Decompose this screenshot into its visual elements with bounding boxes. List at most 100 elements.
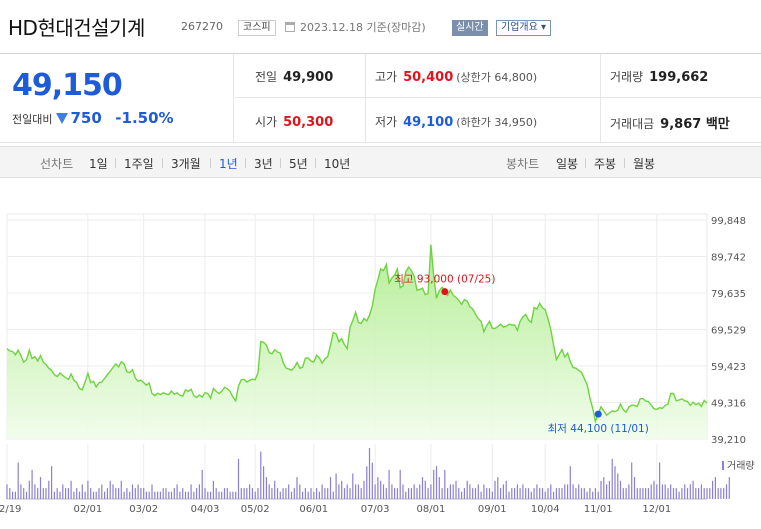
volume-bar bbox=[672, 488, 675, 499]
period-5y[interactable]: 5년 bbox=[289, 157, 308, 171]
volume-bar bbox=[285, 488, 287, 499]
volume-bar bbox=[405, 491, 407, 499]
min-marker bbox=[594, 410, 602, 418]
volume-bar bbox=[586, 491, 588, 499]
candle-daily[interactable]: 일봉 bbox=[556, 157, 579, 171]
volume-bar bbox=[614, 466, 616, 499]
volume-bar bbox=[402, 484, 404, 499]
volume-bar bbox=[483, 484, 485, 499]
period-1y[interactable]: 1년 bbox=[219, 157, 238, 171]
volume-bar bbox=[168, 491, 170, 499]
volume-bar bbox=[232, 491, 234, 499]
divider bbox=[162, 158, 163, 168]
period-3y[interactable]: 3년 bbox=[254, 157, 273, 171]
volume-bar bbox=[179, 491, 181, 499]
volume-bar bbox=[56, 488, 58, 499]
volume-bar bbox=[723, 488, 725, 499]
volume-bar bbox=[12, 491, 14, 499]
volume-bar bbox=[137, 484, 139, 499]
candle-monthly[interactable]: 월봉 bbox=[633, 157, 656, 171]
period-1d[interactable]: 1일 bbox=[89, 157, 108, 171]
volume-bar bbox=[210, 491, 212, 499]
volume-bar bbox=[31, 469, 33, 499]
candle-weekly[interactable]: 주봉 bbox=[594, 157, 617, 171]
volume-bar bbox=[589, 488, 591, 499]
volume-bar bbox=[274, 480, 276, 499]
volume-bar bbox=[516, 484, 518, 499]
x-tick-label: 09/01 bbox=[478, 504, 507, 515]
volume-bar bbox=[700, 484, 702, 499]
volume-bar bbox=[229, 491, 231, 499]
market-badge: 코스피 bbox=[238, 20, 276, 36]
volume-bar bbox=[201, 469, 203, 499]
divider bbox=[245, 158, 246, 168]
volume-bar bbox=[37, 488, 39, 499]
volume-bar bbox=[34, 484, 36, 499]
volume-bar bbox=[327, 488, 329, 499]
period-10y[interactable]: 10년 bbox=[324, 157, 351, 171]
volume: 거래량 199,662 bbox=[610, 68, 708, 85]
volume-bar bbox=[223, 488, 226, 499]
volume-bar bbox=[98, 488, 100, 499]
volume-bar bbox=[647, 488, 649, 499]
volume-bar bbox=[335, 473, 337, 499]
volume-bar bbox=[329, 477, 332, 499]
volume-bar bbox=[600, 480, 602, 499]
volume-bar bbox=[502, 484, 504, 499]
volume-bar bbox=[9, 488, 11, 499]
volume-bar bbox=[6, 484, 8, 499]
volume-bar bbox=[187, 491, 189, 499]
volume-bar bbox=[154, 491, 156, 499]
volume-bar bbox=[95, 491, 97, 499]
volume-bar bbox=[45, 488, 47, 499]
volume-bar bbox=[204, 488, 206, 499]
min-price-label: 최저 44,100 (11/01) bbox=[548, 423, 649, 435]
period-3m[interactable]: 3개월 bbox=[171, 157, 201, 171]
x-tick-label: 12/19 bbox=[0, 504, 21, 515]
volume-legend-label: 거래량 bbox=[727, 461, 755, 472]
volume-bar bbox=[410, 488, 412, 499]
volume-bar bbox=[435, 466, 438, 499]
volume-bar bbox=[346, 484, 348, 499]
line-chart-label: 선차트 bbox=[40, 157, 74, 171]
lower-limit-label: (하한가 bbox=[456, 116, 491, 129]
volume-bar bbox=[449, 484, 451, 499]
volume-bar bbox=[628, 484, 630, 499]
volume-bar bbox=[656, 484, 658, 499]
volume-bar bbox=[265, 477, 267, 499]
volume-bar bbox=[313, 491, 315, 499]
y-tick-label: 69,529 bbox=[711, 326, 746, 337]
volume-bar bbox=[352, 473, 354, 499]
volume-bar bbox=[720, 488, 722, 499]
volume-bar bbox=[525, 488, 527, 499]
volume-bar bbox=[76, 488, 78, 499]
company-overview-dropdown[interactable]: 기업개요 ▾ bbox=[496, 20, 551, 36]
volume-bar bbox=[115, 488, 117, 499]
volume-bar bbox=[519, 488, 521, 499]
volume-value: 199,662 bbox=[649, 70, 709, 85]
volume-bar bbox=[675, 488, 677, 499]
y-tick-label: 89,742 bbox=[711, 252, 746, 263]
volume-swatch bbox=[722, 461, 724, 470]
period-1w[interactable]: 1주일 bbox=[124, 157, 154, 171]
volume-bar bbox=[70, 480, 72, 499]
realtime-button[interactable]: 실시간 bbox=[452, 20, 488, 36]
volume-bar bbox=[391, 484, 393, 499]
volume-bar bbox=[558, 488, 560, 499]
x-tick-label: 08/01 bbox=[416, 504, 445, 515]
volume-bar bbox=[377, 477, 379, 499]
as-of-date-text: 2023.12.18 기준(장마감) bbox=[300, 21, 426, 34]
divider bbox=[315, 158, 316, 168]
volume-bar bbox=[129, 491, 131, 499]
volume-bar bbox=[725, 484, 728, 499]
volume-bar bbox=[597, 491, 599, 499]
volume-bar bbox=[215, 488, 217, 499]
volume-bar bbox=[271, 488, 273, 499]
volume-bar bbox=[296, 477, 298, 499]
volume-bar bbox=[212, 480, 214, 499]
high-price: 고가 50,400 (상한가 64,800) bbox=[375, 68, 537, 85]
volume-bar bbox=[530, 491, 532, 499]
volume-bar bbox=[51, 466, 53, 499]
volume-bar bbox=[268, 484, 270, 499]
volume-bar bbox=[288, 484, 290, 499]
